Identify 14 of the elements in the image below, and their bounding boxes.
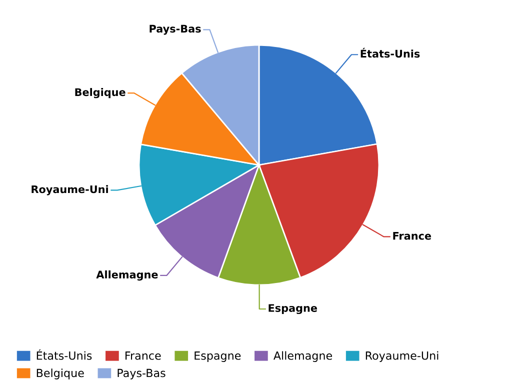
slice-label: Belgique <box>75 88 126 98</box>
slice-label: États-Unis <box>360 48 420 58</box>
legend-label: Espagne <box>194 352 241 362</box>
legend-label: Belgique <box>36 368 84 380</box>
legend-label: Royaume-Uni <box>366 351 438 362</box>
slice-label: France <box>393 232 432 240</box>
slice-label: Pays-Bas <box>150 24 201 35</box>
legend-label: Pays-Bas <box>118 368 166 380</box>
legend-label: États-Unis <box>36 349 92 360</box>
slice-label: Espagne <box>268 304 317 314</box>
legend-label: France <box>126 352 161 360</box>
slice-label: Royaume-Uni <box>32 185 108 196</box>
slice-label: Allemagne <box>96 270 158 281</box>
legend-label: Allemagne <box>274 351 332 362</box>
